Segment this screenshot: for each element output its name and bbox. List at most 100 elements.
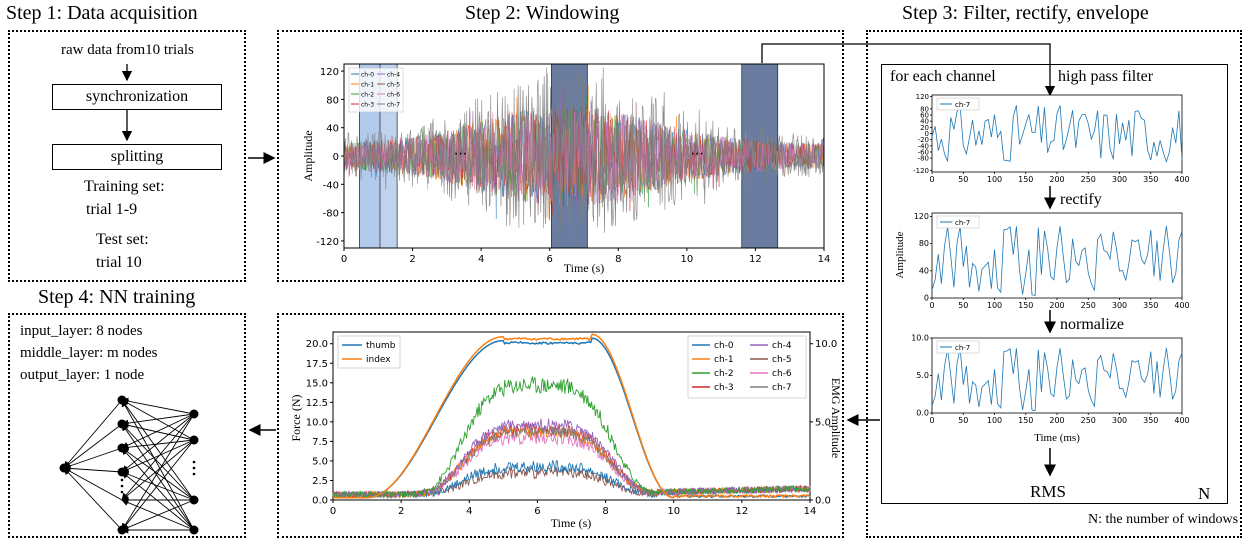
mini-xtick-label: 100 [987, 301, 1002, 310]
ytick-label-0: 120 [320, 67, 339, 78]
force-ytick-label: 0.0 [312, 496, 328, 507]
emg-legend-label-1: ch-1 [714, 355, 734, 365]
force-trace-index [333, 333, 811, 499]
xtick-label-6: 12 [749, 254, 762, 265]
force-y-axis-label: Force (N) [289, 395, 303, 442]
nn-input-node [189, 495, 199, 505]
rectify-label: rectify [1060, 191, 1102, 208]
splitting-box: splitting [52, 144, 222, 170]
step4-title: Step 4: NN training [38, 286, 196, 308]
mini-ytick-label: 40 [919, 266, 929, 275]
training-set-label: Training set: [84, 178, 165, 195]
ellipsis-right: ... [690, 143, 703, 159]
step3-inner-box [881, 64, 1228, 504]
mini-ytick-label: 60 [920, 112, 929, 120]
nn-edge [121, 413, 195, 531]
nn-edge [121, 439, 195, 531]
nn-ellipsis-dot [192, 460, 196, 464]
training-set-value: trial 1-9 [86, 201, 138, 218]
nn-edge [121, 423, 195, 501]
mini-xtick-label: 200 [1049, 301, 1064, 310]
mini-ytick-label: -80 [918, 155, 929, 163]
emg-trace-ch-7 [332, 426, 811, 500]
mini-ytick-label: -120 [913, 167, 929, 175]
input-layer-label: input_layer: 8 nodes [20, 323, 143, 339]
ellipsis-left: ... [454, 143, 467, 159]
mini-xtick-label: 250 [1081, 301, 1096, 310]
nn-edge [121, 447, 195, 531]
test-set-value: trial 10 [96, 254, 142, 271]
force-xtick-label: 2 [398, 506, 404, 517]
mini-xtick-label: 400 [1174, 416, 1189, 425]
emg-legend-label-6: ch-6 [772, 369, 792, 379]
mini-xtick-label: 300 [1112, 175, 1127, 184]
step1-title: Step 1: Data acquisition [6, 2, 198, 24]
step3-panel: for each channel high pass filter rectif… [866, 30, 1242, 538]
nn-edge [63, 423, 123, 469]
emg-y-axis-label: EMG Amplitude [829, 378, 843, 458]
nn-hidden-node [117, 467, 127, 477]
test-set-label: Test set: [96, 231, 149, 248]
step2-title: Step 2: Windowing [465, 2, 620, 24]
nn-edge [63, 447, 123, 470]
nn-edge [121, 447, 195, 501]
mini-xtick-label: 300 [1112, 416, 1127, 425]
nn-edge [121, 439, 195, 473]
step3-title: Step 3: Filter, rectify, envelope [902, 2, 1149, 24]
nn-edge [121, 399, 195, 501]
xtick-label-4: 8 [615, 254, 621, 265]
synchronization-box: synchronization [52, 84, 222, 110]
nn-ellipsis-dot [120, 484, 124, 488]
xtick-label-7: 14 [818, 254, 831, 265]
legend-label-0: ch-0 [361, 72, 374, 79]
emg-legend-label-0: ch-0 [714, 341, 734, 351]
high-pass-filter-label: high pass filter [1058, 68, 1154, 85]
force-ytick-label: 20.0 [306, 339, 328, 350]
nn-edge [121, 439, 195, 501]
mini-xtick-label: 100 [987, 416, 1002, 425]
mini-legend-0 [936, 97, 980, 111]
mini-xtick-label: 250 [1081, 416, 1096, 425]
force-chart: 20.017.515.012.510.07.55.02.50.010.05.00… [289, 331, 843, 530]
mini-ytick-label: 40 [920, 118, 929, 126]
mini-legend-1 [936, 215, 980, 229]
nn-edge [63, 399, 123, 469]
nn-ellipsis-dot [120, 490, 124, 494]
raw-data-label: raw data from10 trials [61, 42, 194, 58]
mini-xtick-label: 50 [958, 175, 968, 184]
step4-panel: input_layer: 8 nodes middle_layer: m nod… [8, 313, 246, 538]
force-legend-label-1: index [366, 355, 391, 365]
nn-edge [121, 399, 195, 531]
force-panel [277, 313, 844, 538]
mini-xtick-label: 250 [1081, 175, 1096, 184]
mini-xtick-label: 150 [1018, 416, 1033, 425]
force-xtick-label: 10 [667, 506, 680, 517]
emg-ytick-label: 10.0 [815, 339, 837, 350]
emg-legend-label-4: ch-4 [772, 341, 792, 351]
windowing-chart: ... ... ch-0 ch-1 ch-2 ch-3 ch-4 ch-5 ch-6 ch-7 12… [301, 63, 831, 275]
ytick-label-4: -40 [323, 180, 339, 191]
rms-label: RMS [1030, 482, 1066, 501]
mini-xtick-label: 350 [1143, 301, 1158, 310]
nn-edge [63, 467, 123, 501]
emg-ytick-label: 0.0 [815, 496, 831, 507]
force-xtick-label: 4 [466, 506, 472, 517]
force-xtick-label: 8 [602, 506, 608, 517]
mini-ytick-label: 80 [920, 105, 929, 113]
emg-legend-label-7: ch-7 [772, 383, 792, 393]
nn-edge [63, 467, 123, 531]
mini-legend-label-0: ch-7 [955, 101, 970, 109]
force-legend-label-0: thumb [366, 341, 396, 351]
force-ytick-label: 17.5 [306, 359, 328, 370]
mini-ytick-label: 5.0 [916, 371, 929, 380]
emg-legend-label-2: ch-2 [714, 369, 734, 379]
mini-xtick-label: 200 [1049, 175, 1064, 184]
mini-xtick-label: 0 [929, 301, 934, 310]
mini-x-axis-label: Time (ms) [1034, 432, 1080, 444]
mini-ytick-label: 120 [916, 93, 929, 101]
mini-legend-label-2: ch-7 [955, 344, 970, 352]
mini-ytick-label: 0.0 [916, 409, 929, 418]
nn-hidden-node [117, 443, 127, 453]
